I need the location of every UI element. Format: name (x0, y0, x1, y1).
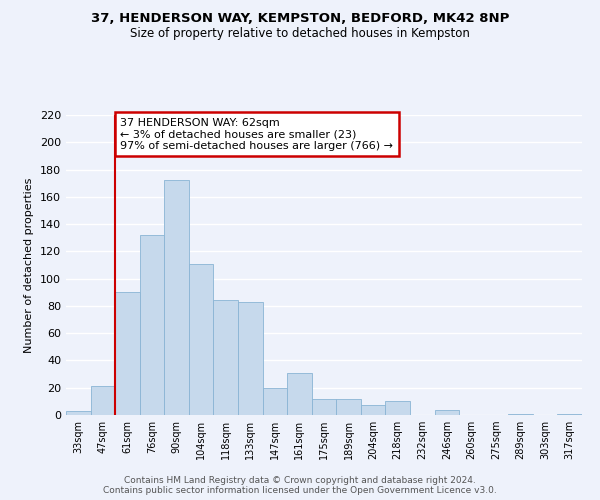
Bar (214, 300, 238, 415)
Bar (140, 235, 164, 415)
Bar (336, 398, 361, 415)
Bar (263, 388, 287, 415)
Bar (312, 398, 336, 415)
Bar (385, 402, 410, 415)
Y-axis label: Number of detached properties: Number of detached properties (25, 178, 34, 352)
Text: 37 HENDERSON WAY: 62sqm
← 3% of detached houses are smaller (23)
97% of semi-det: 37 HENDERSON WAY: 62sqm ← 3% of detached… (120, 118, 393, 151)
Bar (238, 302, 263, 415)
Bar (189, 264, 214, 415)
Bar (557, 414, 582, 415)
Text: Size of property relative to detached houses in Kempston: Size of property relative to detached ho… (130, 28, 470, 40)
Bar (164, 180, 189, 415)
Bar (434, 410, 459, 415)
Text: Contains HM Land Registry data © Crown copyright and database right 2024.: Contains HM Land Registry data © Crown c… (124, 476, 476, 485)
Text: 37, HENDERSON WAY, KEMPSTON, BEDFORD, MK42 8NP: 37, HENDERSON WAY, KEMPSTON, BEDFORD, MK… (91, 12, 509, 26)
Bar (508, 414, 533, 415)
Bar (361, 406, 385, 415)
Bar (287, 372, 312, 415)
Bar (66, 411, 91, 415)
Bar (91, 386, 115, 415)
Text: Contains public sector information licensed under the Open Government Licence v3: Contains public sector information licen… (103, 486, 497, 495)
Bar (115, 292, 140, 415)
